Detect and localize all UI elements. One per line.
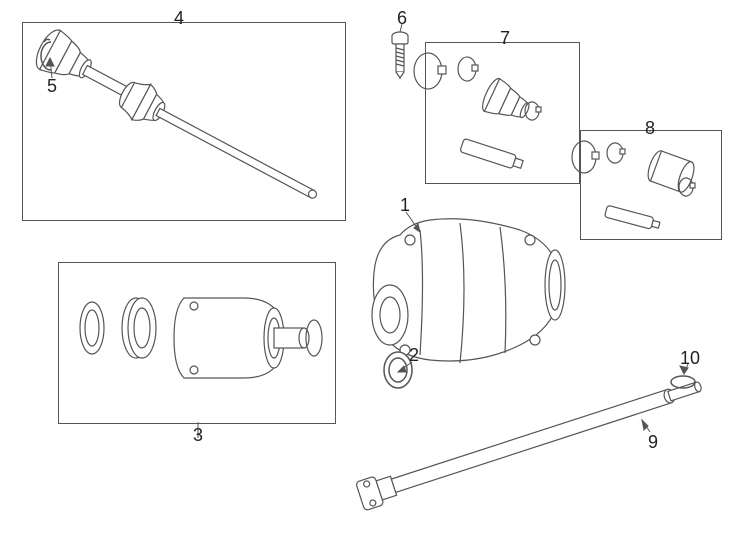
- callout-10: 10: [680, 348, 700, 369]
- callout-1: 1: [400, 195, 410, 216]
- callout-7: 7: [500, 28, 510, 49]
- callout-6: 6: [397, 8, 407, 29]
- callout-3: 3: [193, 425, 203, 446]
- parts-diagram: 1 2 3 4 5 6 7 8 9 10: [0, 0, 734, 540]
- callout-2: 2: [409, 345, 419, 366]
- callout-5: 5: [47, 76, 57, 97]
- callout-8: 8: [645, 118, 655, 139]
- leaders: [0, 0, 734, 540]
- callout-9: 9: [648, 432, 658, 453]
- callout-4: 4: [174, 8, 184, 29]
